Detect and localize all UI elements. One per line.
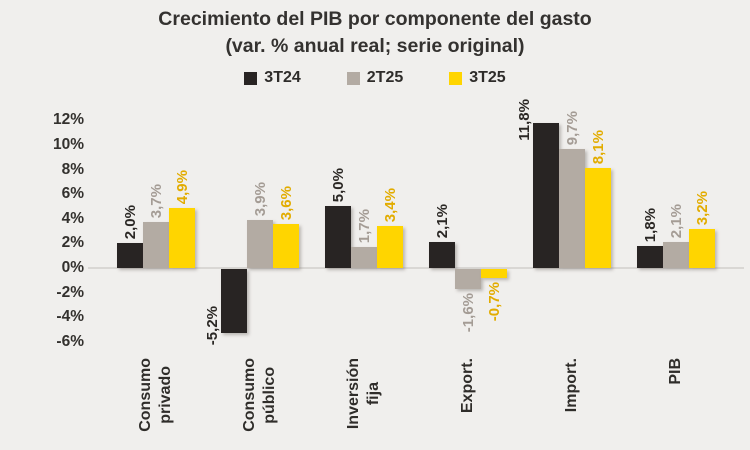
value-label-3t25-consumo-p-blico: 3,6% [278, 185, 295, 220]
zero-axis-line [88, 267, 744, 269]
value-label-3t24-consumo-privado: 2,0% [122, 204, 139, 239]
chart-subtitle: (var. % anual real; serie original) [225, 35, 525, 57]
category-cell-pib: PIB [624, 358, 728, 385]
legend-item-3t24: 3T24 [244, 69, 301, 87]
y-tick--4: -4% [56, 308, 84, 326]
x-axis-labels: Consumo privado Consumo público Inversión … [0, 358, 750, 446]
value-label-3t24-import: 11,8% [516, 99, 533, 141]
y-tick-6: 6% [61, 185, 84, 203]
legend: 3T24 2T25 3T25 [0, 66, 750, 90]
y-tick-2: 2% [61, 234, 84, 252]
category-cell-export: Export. [416, 358, 520, 413]
value-label-3t25-pib: 3,2% [694, 190, 711, 225]
value-label-2t25-inversi-n-fija: 1,7% [356, 208, 373, 243]
y-tick-4: 4% [61, 209, 84, 227]
legend-label-2t25: 2T25 [366, 69, 404, 86]
plot-area: 2,0% 3,7% 4,9% -5,2% 3,9% 3,6% 5,0% 1,7% 3,4% 2,1… [88, 99, 750, 346]
bar-3t24-inversi-n-fija [325, 206, 351, 268]
bar-3t24-import [533, 123, 559, 268]
category-label-pib: PIB [667, 358, 684, 385]
bar-2t25-consumo-p-blico [247, 220, 273, 268]
legend-label-3t25: 3T25 [469, 69, 506, 86]
value-label-2t25-export: -1,6% [460, 293, 477, 333]
value-label-3t24-consumo-p-blico: -5,2% [204, 306, 221, 346]
value-label-3t25-consumo-privado: 4,9% [174, 169, 191, 204]
value-label-2t25-pib: 2,1% [668, 203, 685, 238]
y-tick-12: 12% [52, 111, 84, 129]
bar-3t25-export [481, 269, 507, 278]
value-label-3t25-export: -0,7% [486, 282, 503, 322]
bar-2t25-inversi-n-fija [351, 247, 377, 268]
bar-3t25-consumo-p-blico [273, 224, 299, 268]
bar-3t25-inversi-n-fija [377, 226, 403, 268]
bar-3t24-export [429, 242, 455, 268]
y-tick-8: 8% [61, 160, 84, 178]
category-label-export: Export. [459, 358, 476, 414]
bar-2t25-export [455, 269, 481, 289]
legend-item-3t25: 3T25 [449, 69, 506, 87]
y-tick-0: 0% [61, 259, 84, 276]
bar-2t25-pib [663, 242, 689, 268]
category-cell-consumo-privado: Consumo privado [104, 358, 208, 432]
legend-swatch-2t25-icon [346, 71, 360, 85]
value-label-3t24-inversi-n-fija: 5,0% [330, 167, 347, 202]
legend-label-3t24: 3T24 [264, 69, 301, 86]
y-axis: 12% 10% 8% 6% 4% 2% 0% -2% -4% -6% [0, 111, 88, 349]
bar-3t24-consumo-p-blico [221, 269, 247, 333]
bar-3t24-consumo-privado [117, 243, 143, 268]
legend-item-2t25: 2T25 [346, 69, 404, 87]
value-label-2t25-consumo-p-blico: 3,9% [252, 181, 269, 216]
value-label-3t24-export: 2,1% [434, 203, 451, 238]
category-label-consumo-privado: Consumo privado [137, 358, 174, 432]
bar-3t25-consumo-privado [169, 208, 195, 268]
bar-2t25-consumo-privado [143, 222, 169, 268]
y-tick--6: -6% [56, 332, 84, 350]
category-label-inversi-n-fija: Inversión fija [345, 358, 382, 430]
plot-region: 12% 10% 8% 6% 4% 2% 0% -2% -4% -6% 2,0% 3,7% 4,9% -5… [0, 99, 750, 350]
bar-3t25-pib [689, 229, 715, 268]
category-cell-import: Import. [520, 358, 624, 412]
value-label-2t25-consumo-privado: 3,7% [148, 183, 165, 218]
category-cell-consumo-p-blico: Consumo público [208, 358, 312, 432]
value-label-3t25-import: 8,1% [590, 129, 607, 164]
bar-3t25-import [585, 168, 611, 268]
bar-3t24-pib [637, 246, 663, 268]
y-tick--2: -2% [56, 283, 84, 301]
bar-2t25-import [559, 149, 585, 268]
chart-title: Crecimiento del PIB por componente del g… [158, 8, 592, 30]
y-tick-10: 10% [52, 136, 84, 153]
legend-swatch-3t24-icon [244, 71, 258, 85]
value-label-2t25-import: 9,7% [564, 110, 581, 145]
value-label-3t25-inversi-n-fija: 3,4% [382, 187, 399, 222]
category-label-import: Import. [563, 358, 580, 413]
legend-swatch-3t25-icon [449, 71, 463, 85]
category-cell-inversi-n-fija: Inversión fija [312, 358, 416, 429]
value-label-3t24-pib: 1,8% [642, 207, 659, 242]
category-label-consumo-p-blico: Consumo público [241, 358, 278, 432]
